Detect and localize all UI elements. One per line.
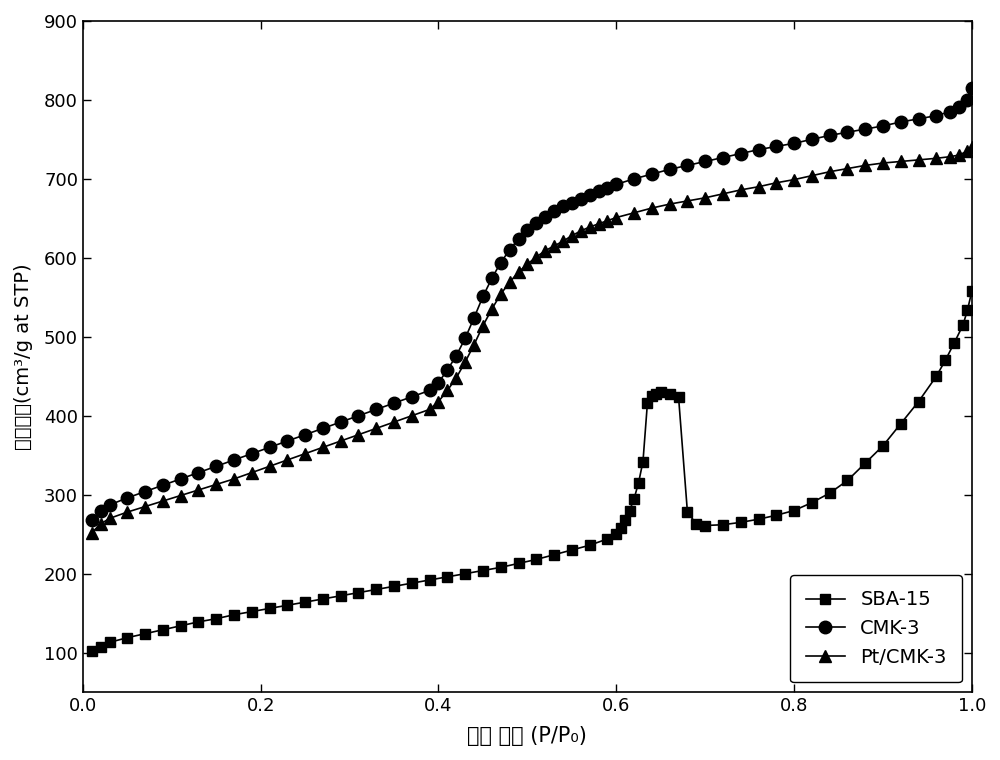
CMK-3: [210, 462, 222, 471]
Pt/CMK-3: [210, 480, 222, 489]
Pt/CMK-3: [557, 236, 569, 245]
CMK-3: [610, 180, 622, 189]
Line: CMK-3: CMK-3: [86, 82, 978, 526]
Pt/CMK-3: [966, 143, 978, 152]
Legend: SBA-15, CMK-3, Pt/CMK-3: SBA-15, CMK-3, Pt/CMK-3: [790, 575, 962, 682]
SBA-15: [957, 321, 969, 330]
CMK-3: [521, 226, 533, 235]
Pt/CMK-3: [610, 213, 622, 222]
Line: SBA-15: SBA-15: [87, 286, 977, 656]
Line: Pt/CMK-3: Pt/CMK-3: [86, 141, 977, 538]
SBA-15: [86, 647, 98, 656]
SBA-15: [859, 458, 871, 467]
Y-axis label: 吸附体积(cm³/g at STP): 吸附体积(cm³/g at STP): [14, 263, 33, 450]
CMK-3: [601, 183, 613, 192]
SBA-15: [548, 550, 560, 559]
SBA-15: [619, 515, 631, 524]
SBA-15: [335, 591, 347, 600]
CMK-3: [477, 292, 489, 301]
CMK-3: [557, 202, 569, 211]
Pt/CMK-3: [86, 528, 98, 537]
CMK-3: [86, 515, 98, 524]
Pt/CMK-3: [601, 216, 613, 225]
SBA-15: [406, 578, 418, 587]
Pt/CMK-3: [521, 260, 533, 269]
Pt/CMK-3: [477, 321, 489, 331]
X-axis label: 相对 压力 (P/P₀): 相对 压力 (P/P₀): [467, 726, 587, 746]
CMK-3: [966, 84, 978, 93]
SBA-15: [966, 287, 978, 296]
